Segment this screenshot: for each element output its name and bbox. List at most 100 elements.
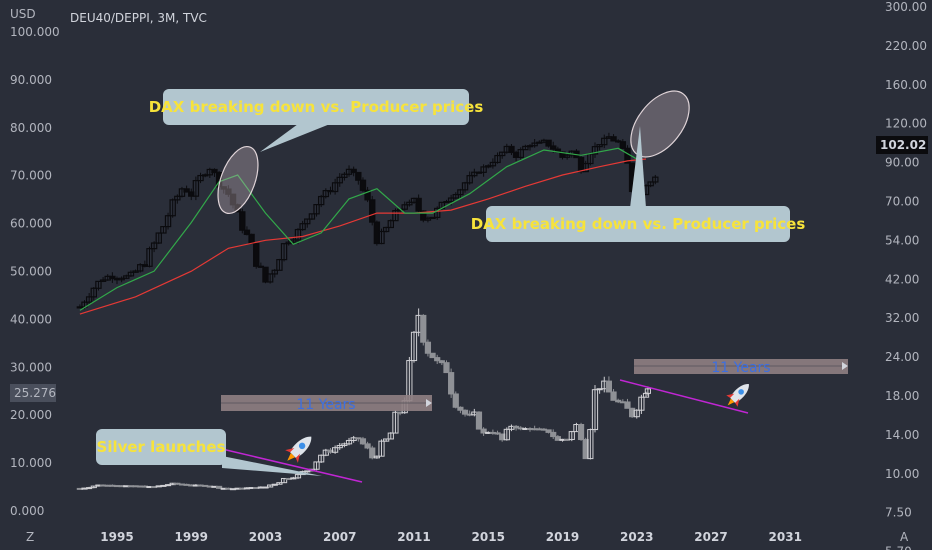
ratio-candle-body [192, 179, 200, 197]
ratio-candle-body [95, 280, 102, 289]
ratio-candle-body [652, 176, 659, 183]
ratio-candle-body [401, 204, 408, 210]
left-axis-tick: 80.000 [10, 121, 52, 135]
time-axis-tick: 2031 [769, 530, 802, 544]
silver-candle-body [392, 411, 399, 434]
silver-candle-body [629, 407, 636, 418]
silver-candle-body [387, 432, 394, 440]
auto-scale-label[interactable]: A [900, 530, 909, 544]
silver-candle-body [364, 443, 371, 449]
ratio-candle-body [123, 275, 130, 279]
left-axis-tick: 70.000 [10, 169, 52, 183]
ratio-candle-body [109, 275, 116, 280]
ma-slow-line [79, 158, 647, 315]
time-axis[interactable]: 1995 1999 2003 2007 2011 2015 2019 2023 2027 2031 [100, 530, 802, 544]
ratio-candle-body [160, 225, 167, 234]
ratio-candle-body [253, 242, 260, 267]
right-axis-tick: 18.00 [885, 389, 919, 403]
silver-candle-body [164, 484, 172, 487]
ratio-candle-body [364, 189, 371, 201]
right-axis-tick: 14.00 [885, 428, 919, 442]
ratio-candle-body [294, 228, 302, 241]
ratio-candle-body [132, 270, 139, 273]
right-axis-tick: 10.00 [885, 467, 919, 481]
silver-candle-body [378, 440, 385, 457]
callout-dax-2[interactable]: DAX breaking down vs. Producer prices [471, 126, 806, 242]
ratio-candle-body [359, 179, 367, 191]
right-axis-tick: 70.00 [885, 195, 919, 209]
left-axis-tick: 60.000 [10, 217, 52, 231]
ratio-candle-body [266, 273, 274, 283]
right-price-axis[interactable]: 300.00 220.00 160.00 120.00 90.00 70.00 54.00 4… [885, 0, 927, 550]
right-axis-tick: 220.00 [885, 39, 927, 53]
callout-silver[interactable]: Silver launches [96, 429, 322, 476]
ratio-candle-body [317, 195, 325, 206]
right-axis-tick: 120.00 [885, 117, 927, 131]
time-axis-tick: 2015 [472, 530, 505, 544]
silver-candle-body [90, 485, 97, 489]
ratio-candle-body [498, 151, 506, 157]
ratio-candle-body [211, 168, 218, 174]
range-11-years-2[interactable]: 11 Years [634, 359, 848, 376]
silver-candle-body [429, 352, 436, 359]
ratio-candle-body [619, 141, 627, 149]
silver-candle-body [332, 447, 339, 453]
zoom-label[interactable]: Z [26, 530, 34, 544]
time-axis-tick: 2023 [620, 530, 653, 544]
right-axis-tick: 300.00 [885, 0, 927, 14]
ratio-candle-body [489, 161, 497, 167]
silver-candle-body [633, 409, 640, 418]
ratio-candle-body [415, 197, 422, 212]
highlight-ellipse-left[interactable] [210, 141, 266, 218]
symbol-title[interactable]: DEU40/DEPPI, 3M, TVC [70, 11, 207, 25]
time-axis-tick: 1995 [100, 530, 133, 544]
rocket-icon [285, 436, 312, 463]
right-axis-tick: 32.00 [885, 311, 919, 325]
ratio-candle-body [545, 139, 552, 147]
range-11-years-1[interactable]: 11 Years [221, 395, 432, 413]
left-price-axis[interactable]: 100.000 90.000 80.000 70.000 60.000 50.000 40.… [10, 25, 60, 518]
ratio-candle-body [127, 271, 135, 277]
silver-candle-body [355, 437, 362, 440]
ratio-candles [76, 132, 659, 310]
right-axis-tick: 160.00 [885, 78, 927, 92]
ratio-candle-body [322, 190, 330, 198]
time-axis-tick: 2007 [323, 530, 356, 544]
left-axis-tick: 0.000 [10, 504, 44, 518]
ratio-candle-body [313, 204, 320, 215]
ratio-candle-body [350, 168, 357, 174]
silver-candle-body [554, 436, 561, 441]
silver-candle-body [494, 432, 501, 435]
silver-candle-body [359, 438, 367, 445]
time-axis-tick: 2019 [546, 530, 579, 544]
silver-candle-body [461, 409, 469, 415]
silver-trendline-left[interactable] [221, 448, 363, 483]
silver-candle-body [424, 341, 432, 354]
left-axis-tick: 40.000 [10, 312, 52, 326]
ratio-candle-body [341, 173, 348, 178]
ratio-candle-body [582, 162, 589, 173]
ratio-candle-body [118, 277, 125, 281]
ma-fast-line [79, 147, 638, 311]
ratio-candle-body [647, 181, 654, 187]
ratio-candle-body [137, 264, 144, 272]
silver-candle-body [410, 331, 418, 362]
highlight-ellipse-right[interactable] [619, 81, 700, 168]
silver-candle-body [577, 424, 585, 441]
silver-candle-body [434, 357, 441, 362]
ratio-candle-body [369, 199, 376, 223]
silver-trendline-right[interactable] [619, 379, 749, 414]
ratio-candle-body [229, 193, 237, 206]
ratio-candle-body [355, 171, 362, 181]
ratio-candle-body [447, 197, 455, 203]
ratio-candle-body [239, 211, 246, 231]
ratio-candle-body [331, 182, 339, 193]
silver-candle-body [267, 484, 274, 488]
callout-dax-1[interactable]: DAX breaking down vs. Producer prices [149, 89, 484, 152]
silver-candle-body [550, 431, 557, 438]
silver-candle-body [262, 486, 269, 489]
ratio-candle-body [471, 171, 478, 177]
right-last-value: 102.02 [880, 138, 926, 152]
left-axis-tick: 20.000 [10, 408, 52, 422]
